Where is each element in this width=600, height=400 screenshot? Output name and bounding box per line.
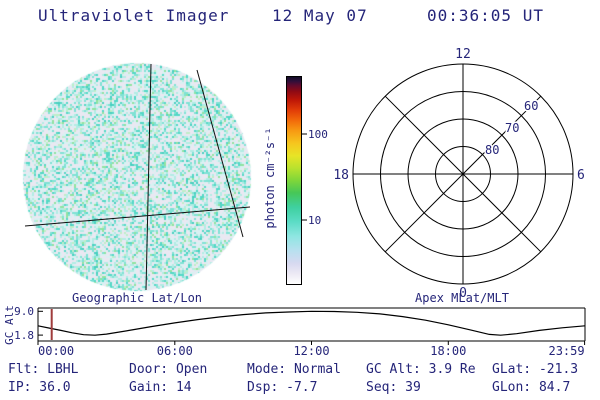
xtick-0000: 00:00 (38, 344, 74, 358)
status-seq: Seq: 39 (366, 380, 421, 395)
polar-grid (353, 64, 573, 284)
mlat-ring-label-60: 60 (524, 99, 538, 113)
xtick-2359: 23:59 (548, 344, 584, 358)
ytick-9: 9.0 (14, 305, 34, 318)
status-door: Door: Open (129, 362, 207, 377)
status-gc-alt: GC Alt: 3.9 Re (366, 362, 476, 377)
xtick-1200: 12:00 (293, 344, 329, 358)
uvi-display: Ultraviolet Imager 12 May 07 00:36:05 UT… (0, 0, 600, 400)
orbit-curve (38, 311, 585, 335)
ytick-1-8: 1.8 (14, 329, 34, 342)
xtick-1800: 18:00 (430, 344, 466, 358)
apex-caption: Apex MLat/MLT (415, 291, 509, 305)
mlat-ring-label-70: 70 (505, 121, 519, 135)
mlt-label-12: 12 (455, 47, 471, 62)
orbit-axes (38, 308, 585, 345)
geo-caption: Geographic Lat/Lon (72, 291, 202, 305)
geo-grid-lines (25, 64, 250, 290)
mlt-label-18: 18 (333, 168, 349, 183)
xtick-0600: 06:00 (157, 344, 193, 358)
status-flt: Flt: LBHL (8, 362, 78, 377)
plot-overlay: 12 0 18 6 60 70 80 Geographic Lat/Lon Ap… (0, 0, 600, 400)
mlat-ring-label-80: 80 (485, 143, 499, 157)
status-glon: GLon: 84.7 (492, 380, 570, 395)
mlt-label-6: 6 (577, 168, 585, 183)
status-glat: GLat: -21.3 (492, 362, 578, 377)
status-dsp: Dsp: -7.7 (247, 380, 317, 395)
status-ip: IP: 36.0 (8, 380, 71, 395)
status-gain: Gain: 14 (129, 380, 192, 395)
status-mode: Mode: Normal (247, 362, 341, 377)
colorbar-tick-marks (302, 134, 307, 220)
